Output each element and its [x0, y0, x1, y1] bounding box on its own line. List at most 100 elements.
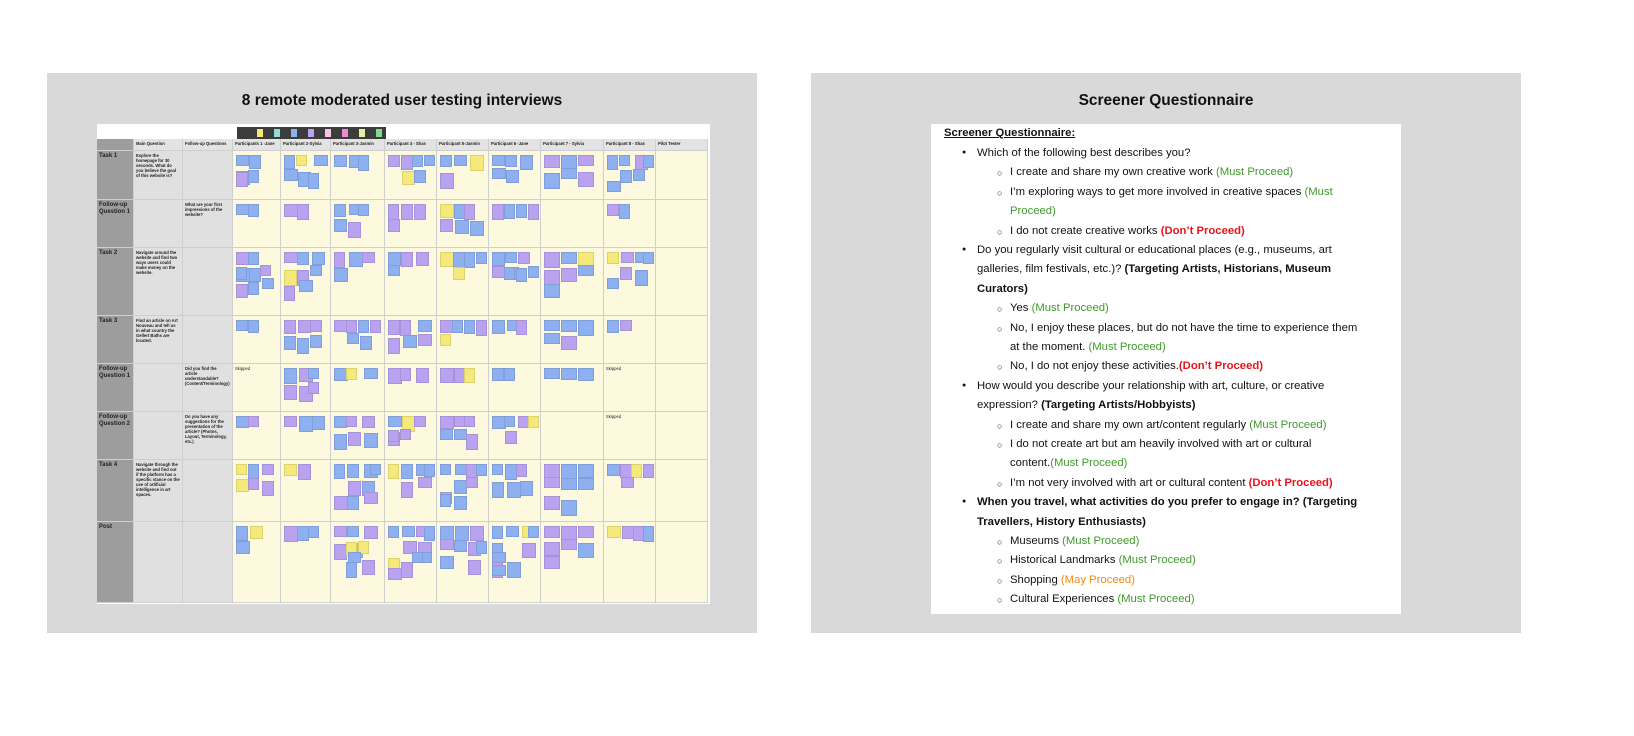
sticky-note[interactable]	[401, 252, 413, 267]
sticky-note[interactable]	[607, 155, 618, 170]
sticky-note[interactable]	[520, 155, 533, 170]
participant-cell[interactable]	[437, 200, 489, 248]
sticky-note[interactable]	[347, 496, 359, 510]
sticky-note[interactable]	[310, 265, 322, 276]
sticky-note[interactable]	[440, 464, 451, 475]
sticky-note[interactable]	[492, 155, 505, 166]
sticky-note[interactable]	[348, 222, 361, 238]
sticky-note[interactable]	[312, 416, 325, 430]
sticky-note[interactable]	[440, 155, 452, 167]
sticky-note[interactable]	[520, 481, 533, 496]
participant-cell[interactable]	[331, 522, 385, 603]
participant-cell[interactable]: Skipped	[604, 412, 656, 460]
participant-cell[interactable]	[331, 151, 385, 200]
participant-cell[interactable]	[656, 364, 708, 412]
sticky-note[interactable]	[507, 562, 521, 578]
sticky-note[interactable]	[505, 431, 517, 444]
sticky-note[interactable]	[236, 284, 248, 298]
sticky-note[interactable]	[561, 320, 577, 332]
sticky-note[interactable]	[464, 204, 475, 220]
sticky-note[interactable]	[260, 265, 271, 276]
sticky-note[interactable]	[518, 252, 530, 264]
sticky-note[interactable]	[528, 526, 539, 538]
participant-cell[interactable]	[385, 522, 437, 603]
sticky-note[interactable]	[631, 464, 642, 478]
sticky-note[interactable]	[561, 155, 577, 169]
sticky-note[interactable]	[414, 204, 426, 220]
sticky-note[interactable]	[516, 268, 527, 282]
sticky-note[interactable]	[334, 252, 345, 268]
sticky-note[interactable]	[299, 280, 313, 292]
sticky-note[interactable]	[620, 320, 632, 331]
sticky-note[interactable]	[643, 464, 654, 478]
participant-cell[interactable]	[281, 364, 331, 412]
participant-cell[interactable]	[281, 522, 331, 603]
sticky-note[interactable]	[607, 181, 621, 192]
sticky-note[interactable]	[544, 284, 560, 298]
sticky-note[interactable]	[544, 320, 560, 331]
sticky-note[interactable]	[468, 560, 481, 575]
sticky-note[interactable]	[248, 170, 259, 183]
participant-cell[interactable]	[331, 412, 385, 460]
participant-cell[interactable]	[233, 316, 281, 364]
sticky-note[interactable]	[248, 416, 259, 427]
participant-cell[interactable]	[604, 316, 656, 364]
sticky-note[interactable]	[388, 155, 400, 167]
participant-cell[interactable]	[233, 522, 281, 603]
participant-cell[interactable]	[437, 522, 489, 603]
sticky-note[interactable]	[561, 336, 577, 350]
sticky-note[interactable]	[464, 252, 475, 268]
sticky-note[interactable]	[454, 155, 467, 166]
sticky-note[interactable]	[476, 320, 487, 336]
participant-cell[interactable]	[489, 316, 541, 364]
sticky-note[interactable]	[522, 543, 536, 558]
sticky-note[interactable]	[401, 464, 413, 479]
sticky-note[interactable]	[248, 282, 259, 295]
sticky-note[interactable]	[505, 252, 517, 263]
participant-cell[interactable]	[281, 412, 331, 460]
sticky-note[interactable]	[619, 204, 630, 219]
sticky-note[interactable]	[284, 526, 298, 542]
participant-cell[interactable]	[385, 364, 437, 412]
sticky-note[interactable]	[507, 482, 521, 498]
sticky-note[interactable]	[308, 173, 319, 189]
sticky-note[interactable]	[492, 252, 505, 266]
sticky-note[interactable]	[400, 429, 411, 440]
sticky-note[interactable]	[334, 268, 348, 282]
sticky-note[interactable]	[440, 252, 454, 267]
sticky-note[interactable]	[262, 464, 274, 475]
sticky-note[interactable]	[236, 172, 248, 187]
sticky-note[interactable]	[440, 539, 454, 550]
sticky-note[interactable]	[578, 543, 594, 558]
sticky-note[interactable]	[347, 526, 359, 537]
participant-cell[interactable]: Skipped	[604, 364, 656, 412]
sticky-note[interactable]	[370, 320, 381, 333]
participant-cell[interactable]	[656, 200, 708, 248]
participant-cell[interactable]	[437, 248, 489, 316]
participant-cell[interactable]	[233, 412, 281, 460]
sticky-note[interactable]	[643, 252, 654, 264]
sticky-note[interactable]	[578, 155, 594, 166]
sticky-note[interactable]	[284, 252, 298, 263]
participant-cell[interactable]	[604, 200, 656, 248]
sticky-note[interactable]	[492, 482, 504, 498]
sticky-note[interactable]	[334, 434, 347, 450]
sticky-note[interactable]	[364, 526, 378, 539]
participant-cell[interactable]	[233, 248, 281, 316]
participant-cell[interactable]	[385, 248, 437, 316]
sticky-note[interactable]	[620, 170, 632, 183]
sticky-note[interactable]	[388, 252, 401, 266]
sticky-note[interactable]	[440, 556, 454, 569]
sticky-note[interactable]	[492, 204, 504, 220]
sticky-note[interactable]	[464, 368, 475, 383]
sticky-note[interactable]	[334, 496, 348, 510]
sticky-note[interactable]	[249, 155, 261, 169]
sticky-note[interactable]	[578, 526, 594, 538]
sticky-note[interactable]	[492, 464, 503, 475]
sticky-note[interactable]	[455, 526, 469, 541]
participant-cell[interactable]	[281, 151, 331, 200]
sticky-note[interactable]	[284, 204, 298, 217]
participant-cell[interactable]: Skipped	[233, 364, 281, 412]
sticky-note[interactable]	[643, 155, 654, 168]
sticky-note[interactable]	[440, 429, 453, 440]
